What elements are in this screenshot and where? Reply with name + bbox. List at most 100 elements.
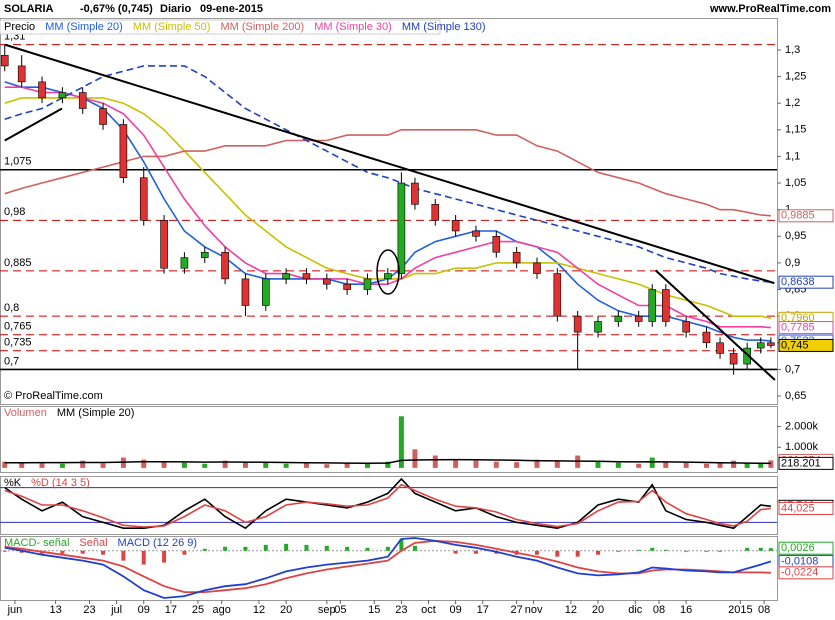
x-tick-label: 05 — [334, 604, 346, 616]
x-tick-label: nov — [525, 604, 543, 616]
histogram-bar — [80, 550, 85, 554]
volume-bar — [344, 463, 350, 468]
value-tag: -0,0108 — [781, 555, 818, 567]
value-tag-box — [778, 209, 834, 223]
candle-body — [99, 108, 107, 125]
candle-body — [160, 220, 168, 269]
histogram-bar — [223, 546, 228, 551]
volume-bar — [141, 459, 147, 468]
y-tick-label: 1,2 — [785, 97, 800, 109]
candle-body — [58, 92, 67, 99]
candle-body — [533, 262, 541, 274]
legend-bg — [0, 19, 441, 35]
candle-body — [411, 182, 419, 205]
volume-bar — [744, 462, 750, 468]
level-label: 0,8 — [4, 302, 19, 314]
histogram-bar — [141, 550, 146, 565]
candle-body — [384, 273, 392, 280]
volume-bar — [222, 460, 228, 468]
watermark: © ProRealTime.com — [4, 390, 103, 402]
histogram-bar — [704, 550, 709, 552]
level-label: 0,765 — [4, 321, 32, 333]
legend-item: %D (14 3 5) — [31, 477, 90, 489]
volume-bar — [703, 463, 709, 468]
x-tick-label: 09 — [138, 604, 150, 616]
candle-body — [17, 65, 26, 83]
volume-bar — [554, 460, 560, 468]
histogram-bar — [385, 546, 390, 551]
legend-item: MACD (12 26 9) — [118, 537, 197, 549]
histogram-bar — [243, 546, 248, 551]
y-tick-label: 1,3 — [785, 44, 800, 56]
histogram-bar — [162, 550, 167, 563]
value-tag-box — [778, 321, 834, 335]
volume-bar — [768, 460, 774, 468]
histogram-bar — [768, 548, 773, 551]
candle-body — [241, 278, 250, 306]
level-label: 0,98 — [4, 206, 25, 218]
volume-bar — [683, 462, 689, 468]
histogram-bar — [534, 550, 539, 555]
value-tag: 0,745 — [781, 339, 809, 351]
trendline — [4, 43, 775, 285]
x-tick-label: 23 — [395, 604, 407, 616]
histogram-bar — [182, 550, 187, 555]
volume-bar — [758, 463, 764, 468]
legend-item: MM (Simple 50) — [133, 21, 211, 33]
histogram-bar — [60, 550, 65, 554]
candle-body — [756, 342, 765, 349]
legend-item: Precio — [4, 21, 35, 33]
candle-body — [594, 321, 602, 333]
y-tick-label: 1,15 — [785, 124, 806, 136]
value-tag: 0,0026 — [781, 542, 815, 554]
y-tick-label: 1,05 — [785, 177, 806, 189]
header-site: www.ProRealTime.com — [709, 3, 831, 15]
x-tick-label: sep — [318, 604, 336, 616]
histogram-bar — [345, 546, 350, 551]
x-tick-label: dic — [628, 604, 643, 616]
histogram-bar — [304, 544, 309, 551]
y-tick-label: 0,7 — [785, 363, 800, 375]
level-label: 0,735 — [4, 337, 32, 349]
histogram-bar — [263, 544, 268, 551]
moving-average — [4, 65, 771, 283]
legend-item: MACD- señal — [4, 537, 69, 549]
level-label: 1,075 — [4, 156, 32, 168]
legend-item: Señal — [79, 537, 107, 549]
moving-average — [4, 129, 771, 217]
candle-body — [38, 81, 46, 99]
volume-bar — [717, 462, 723, 468]
header-change: -0,67% (0,745) — [80, 3, 153, 15]
volume-bar — [473, 460, 479, 468]
histogram-bar — [202, 548, 207, 551]
candle-body — [512, 251, 521, 264]
volume-bar — [59, 463, 65, 468]
value-tag-box — [778, 456, 834, 470]
y-tick-label: 0,95 — [785, 230, 806, 242]
x-tick-label: 27 — [511, 604, 523, 616]
volume-bar — [324, 464, 330, 468]
candle-body — [200, 251, 209, 258]
y-tick-label: 1,25 — [785, 70, 806, 82]
candle-body — [302, 273, 311, 280]
x-tick-label: 12 — [565, 604, 577, 616]
value-tag: 0,9885 — [781, 210, 815, 222]
volume-bar — [19, 462, 25, 468]
volume-bar — [39, 462, 45, 468]
candle-body — [139, 177, 148, 221]
candle-body — [180, 257, 189, 269]
candle-body — [119, 124, 128, 179]
histogram-bar — [636, 549, 641, 551]
x-tick-label: 20 — [592, 604, 604, 616]
volume-bar — [263, 462, 269, 468]
volume-bar — [303, 462, 309, 468]
histogram-bar — [453, 550, 458, 554]
x-tick-label: 17 — [165, 604, 177, 616]
histogram-bar — [324, 545, 329, 551]
volume-bar — [663, 461, 669, 468]
x-tick-label: 20 — [280, 604, 292, 616]
candle-body — [702, 331, 711, 344]
level-label: 0,7 — [4, 355, 19, 367]
candle-body — [553, 273, 562, 317]
histogram-bar — [19, 550, 24, 553]
